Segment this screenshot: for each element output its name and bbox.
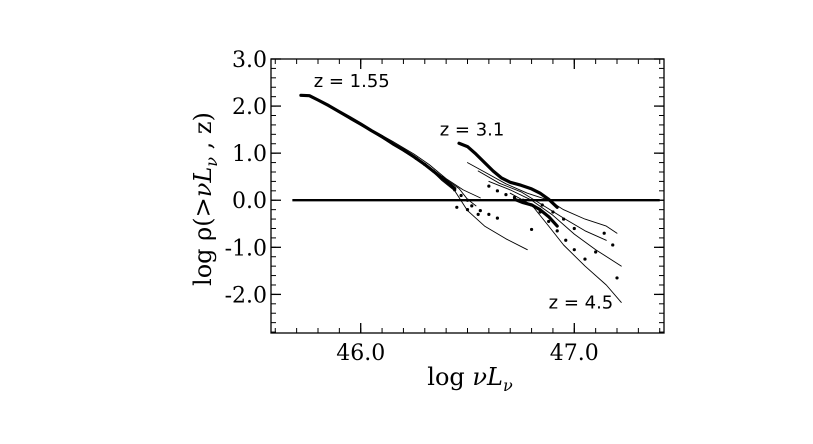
major-ticks xyxy=(271,58,664,333)
data-point xyxy=(551,210,555,214)
data-point xyxy=(538,210,542,214)
data-point xyxy=(602,231,606,235)
thick-series-line-1 xyxy=(299,93,457,191)
data-point xyxy=(572,248,576,252)
y-tick-label: 1.0 xyxy=(232,142,267,167)
thick-series-line-11 xyxy=(512,197,559,228)
data-point xyxy=(487,212,491,216)
data-point xyxy=(476,212,480,216)
y-tick-label: 2.0 xyxy=(232,95,267,120)
dotted-series-12 xyxy=(487,184,619,280)
x-tick-label: 47.0 xyxy=(550,341,599,366)
data-point xyxy=(562,217,566,221)
data-point xyxy=(555,229,559,233)
y-tick-label: -1.0 xyxy=(225,236,267,261)
y-tick-labels: 3.0 2.0 1.0 0.0 -1.0 -2.0 xyxy=(225,48,267,308)
y-axis-title-prefix: log ρ(> xyxy=(189,197,217,286)
data-point xyxy=(615,276,619,280)
data-point xyxy=(465,198,470,202)
annotations: z = 1.55 z = 3.1 z = 4.5 xyxy=(314,71,614,313)
y-axis-title: log ρ(>νLν , z) xyxy=(189,112,221,286)
data-point xyxy=(594,250,598,254)
data-point xyxy=(495,216,500,220)
data-point xyxy=(470,204,474,208)
data-point xyxy=(453,188,457,192)
data-point xyxy=(446,181,450,185)
data-point xyxy=(440,176,444,180)
thin-series-line-9 xyxy=(488,180,622,267)
thin-series-line-10 xyxy=(509,192,622,303)
x-axis-title-prefix: log xyxy=(427,363,472,391)
thin-series-line-3 xyxy=(328,104,481,199)
redshift-label: z = 3.1 xyxy=(440,119,505,140)
data-point xyxy=(478,208,482,213)
dotted-series-13 xyxy=(455,203,576,232)
y-axis-title-variable: νL xyxy=(189,167,217,198)
thick-series-line-6 xyxy=(457,141,559,209)
data-point xyxy=(529,203,534,207)
y-axis-title-subscript: ν xyxy=(202,157,221,167)
dotted-series-5 xyxy=(414,156,500,220)
data-point xyxy=(423,162,427,167)
x-tick-labels: 46.0 47.0 xyxy=(336,341,599,366)
data-point xyxy=(540,203,544,207)
data-point xyxy=(564,238,568,242)
y-axis-title-suffix: , z) xyxy=(189,112,217,157)
series-group xyxy=(299,93,622,303)
data-point xyxy=(547,219,551,224)
data-point xyxy=(414,156,418,160)
data-point xyxy=(455,205,459,209)
data-point xyxy=(583,257,587,261)
thin-series-line-7 xyxy=(467,162,618,234)
data-point xyxy=(529,227,534,232)
thin-series-line-4 xyxy=(328,106,477,207)
x-axis-title-subscript: ν xyxy=(503,376,513,395)
data-point xyxy=(611,243,615,247)
data-point xyxy=(512,195,517,200)
data-point xyxy=(459,193,463,198)
y-tick-label: -2.0 xyxy=(225,283,267,308)
x-axis-title-variable: νL xyxy=(472,363,503,391)
y-tick-label: 0.0 xyxy=(232,189,267,214)
x-tick-label: 46.0 xyxy=(336,341,385,366)
data-point xyxy=(521,198,525,202)
x-axis-title: log νLν xyxy=(427,363,513,395)
y-tick-label: 3.0 xyxy=(232,48,267,73)
data-point xyxy=(487,184,491,188)
data-point xyxy=(572,226,576,231)
data-point xyxy=(431,169,435,173)
redshift-label: z = 1.55 xyxy=(314,71,390,92)
redshift-label: z = 4.5 xyxy=(549,293,614,314)
data-point xyxy=(465,208,470,212)
data-point xyxy=(504,192,508,197)
data-point xyxy=(495,189,500,193)
